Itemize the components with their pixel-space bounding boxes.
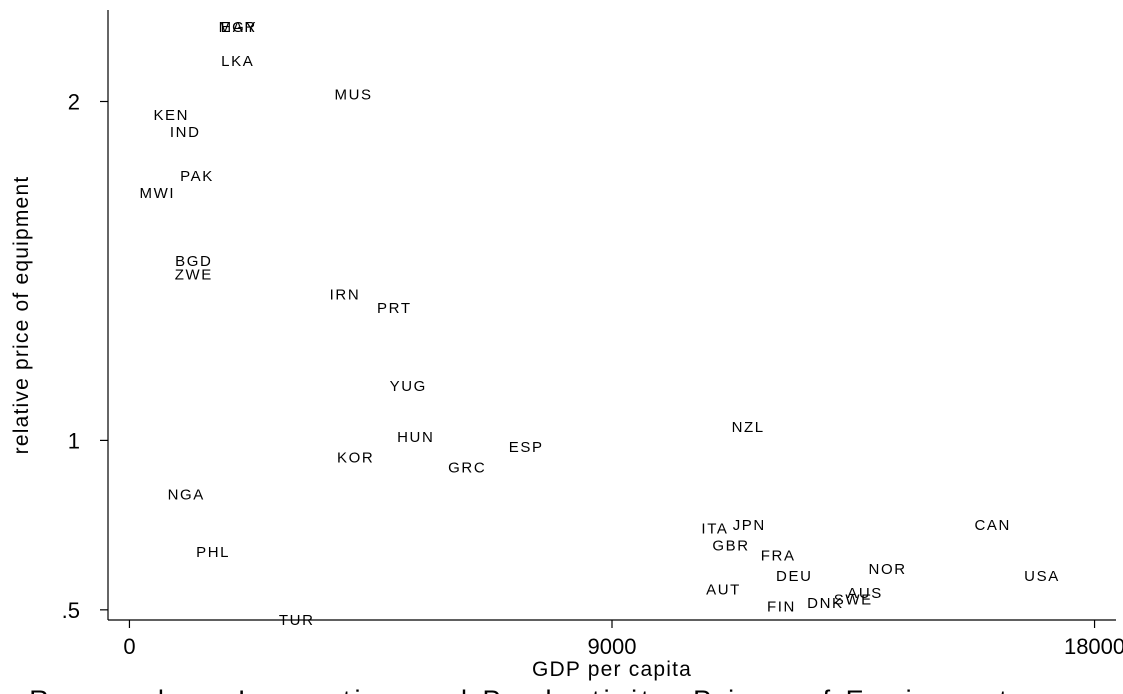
x-tick-label: 9000	[588, 634, 637, 659]
y-tick-label: .5	[62, 598, 80, 623]
data-point-ken: KEN	[153, 107, 189, 124]
data-point-phl: PHL	[196, 544, 230, 561]
data-point-pak: PAK	[180, 168, 214, 185]
y-tick-label: 1	[68, 428, 80, 453]
data-point-mar: MAR	[219, 19, 257, 36]
data-point-mwi: MWI	[140, 185, 176, 202]
data-point-yug: YUG	[390, 378, 427, 395]
data-point-usa: USA	[1024, 568, 1060, 585]
chart-caption: Research on Innovation and Productivity:…	[29, 685, 1010, 694]
data-point-aus: AUS	[847, 585, 883, 602]
data-point-swe: SWE	[834, 592, 873, 609]
data-point-irn: IRN	[330, 287, 361, 304]
data-point-aut: AUT	[706, 582, 741, 599]
y-axis-title: relative price of equipment	[10, 176, 33, 455]
data-point-bgd: BGD	[175, 253, 212, 270]
x-tick-label: 18000	[1064, 634, 1123, 659]
x-axis-title: GDP per capita	[532, 658, 692, 681]
data-point-fra: FRA	[761, 548, 796, 565]
data-point-dnk: DNK	[807, 595, 843, 612]
data-point-grc: GRC	[448, 460, 486, 477]
x-tick-label: 0	[123, 634, 135, 659]
data-point-fin: FIN	[767, 598, 796, 615]
data-point-nzl: NZL	[732, 419, 765, 436]
x-axis: 0 9000 18000	[108, 619, 1123, 659]
data-point-mus: MUS	[334, 87, 372, 104]
data-point-deu: DEU	[776, 568, 812, 585]
data-point-jpn: JPN	[733, 517, 766, 534]
data-point-nga: NGA	[168, 487, 205, 504]
data-point-esp: ESP	[509, 439, 544, 456]
data-point-kor: KOR	[337, 449, 374, 466]
y-tick-label: 2	[68, 90, 80, 115]
data-point-gbr: GBR	[712, 537, 749, 554]
y-axis: .5 1 2	[62, 10, 109, 623]
data-point-nor: NOR	[869, 561, 907, 578]
data-point-tur: TUR	[279, 612, 315, 629]
data-point-zwe: ZWE	[175, 266, 213, 283]
data-point-egy: EGY	[221, 19, 257, 36]
data-point-can: CAN	[974, 517, 1010, 534]
data-point-ind: IND	[170, 124, 201, 141]
data-point-ita: ITA	[701, 521, 728, 538]
data-point-hun: HUN	[397, 429, 434, 446]
data-point-lka: LKA	[221, 53, 254, 70]
data-point-prt: PRT	[377, 300, 412, 317]
